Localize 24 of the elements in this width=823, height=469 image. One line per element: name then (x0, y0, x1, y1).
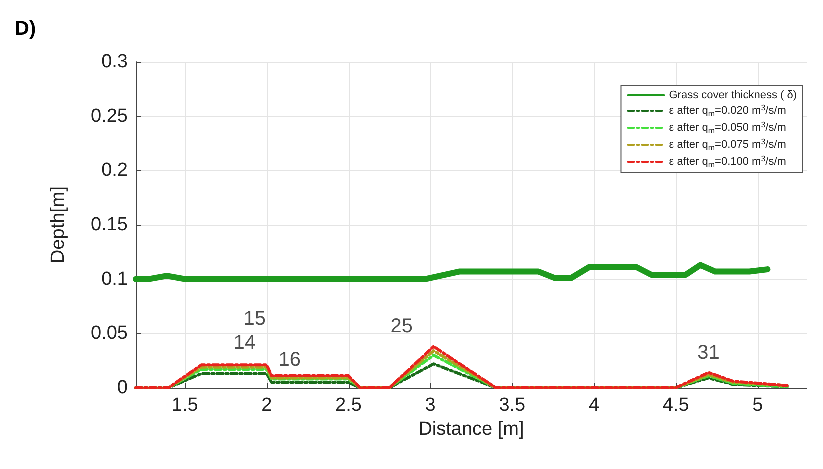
y-tick-label: 0.3 (102, 52, 128, 72)
x-tick-label: 2 (262, 395, 272, 416)
x-tick-label: 1.5 (172, 395, 198, 416)
annotation: 16 (278, 349, 301, 372)
annotation: 25 (390, 316, 413, 338)
y-axis-title: Depth[m] (48, 186, 69, 264)
x-tick-label: 5 (752, 395, 764, 416)
y-tick-label: 0.15 (91, 214, 128, 236)
y-tick-label: 0.2 (102, 160, 128, 182)
annotation: 15 (244, 308, 266, 330)
x-tick-label: 3.5 (499, 395, 526, 416)
x-tick-label: 4.5 (662, 395, 690, 416)
chart-title: D) (15, 18, 36, 40)
annotation: 14 (234, 332, 256, 354)
y-tick-label: 0.25 (91, 106, 128, 127)
x-tick-label: 4 (588, 395, 600, 416)
x-tick-label: 3 (425, 395, 436, 416)
legend-label: Grass cover thickness ( δ) (669, 90, 798, 102)
x-axis-title: Distance [m] (418, 418, 524, 440)
y-tick-label: 0 (117, 378, 128, 398)
y-tick-label: 0.1 (102, 268, 128, 290)
y-tick-label: 0.05 (91, 323, 128, 344)
annotation: 31 (698, 342, 720, 364)
x-tick-label: 2.5 (336, 395, 362, 416)
